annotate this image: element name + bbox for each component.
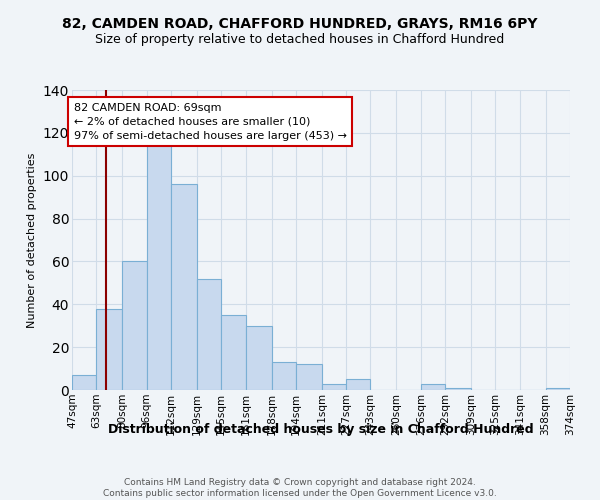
Bar [122,262,146,390]
Bar [171,184,197,390]
Bar [197,278,221,390]
Bar [146,144,171,390]
Bar [322,384,346,390]
Bar [346,380,370,390]
Bar [445,388,471,390]
Bar [97,308,122,390]
Text: Size of property relative to detached houses in Chafford Hundred: Size of property relative to detached ho… [95,32,505,46]
Bar [296,364,322,390]
Bar [545,388,570,390]
Text: 82, CAMDEN ROAD, CHAFFORD HUNDRED, GRAYS, RM16 6PY: 82, CAMDEN ROAD, CHAFFORD HUNDRED, GRAYS… [62,18,538,32]
Bar [72,375,97,390]
Bar [245,326,272,390]
Bar [272,362,296,390]
Bar [221,315,245,390]
Bar [421,384,445,390]
Text: Distribution of detached houses by size in Chafford Hundred: Distribution of detached houses by size … [108,422,534,436]
Y-axis label: Number of detached properties: Number of detached properties [27,152,37,328]
Text: 82 CAMDEN ROAD: 69sqm
← 2% of detached houses are smaller (10)
97% of semi-detac: 82 CAMDEN ROAD: 69sqm ← 2% of detached h… [74,103,347,141]
Text: Contains HM Land Registry data © Crown copyright and database right 2024.
Contai: Contains HM Land Registry data © Crown c… [103,478,497,498]
